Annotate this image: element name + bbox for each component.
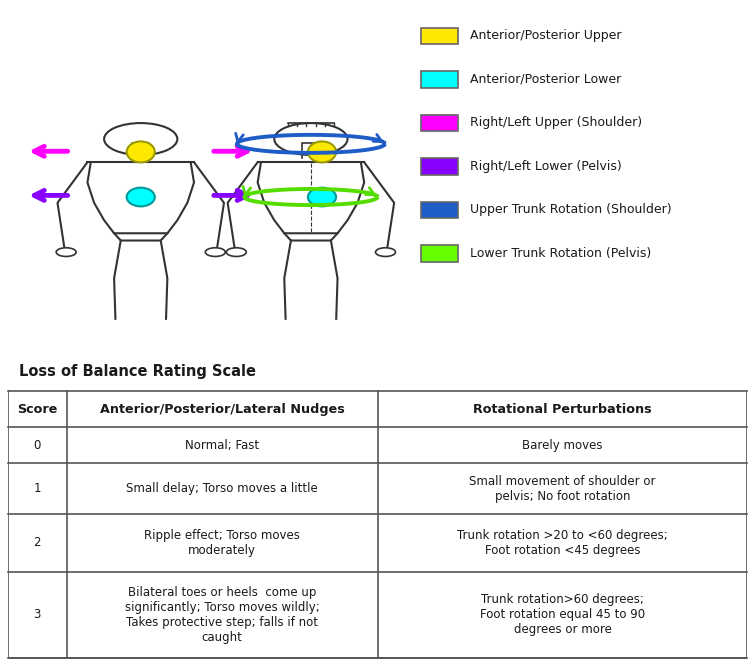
Text: Normal; Fast: Normal; Fast	[185, 439, 259, 452]
FancyBboxPatch shape	[421, 158, 458, 175]
Text: 1: 1	[33, 482, 41, 495]
Ellipse shape	[308, 142, 336, 162]
Ellipse shape	[127, 188, 155, 206]
Text: Barely moves: Barely moves	[522, 439, 602, 452]
Text: Bilateral toes or heels  come up
significantly; Torso moves wildly;
Takes protec: Bilateral toes or heels come up signific…	[125, 586, 319, 644]
FancyBboxPatch shape	[421, 114, 458, 132]
FancyBboxPatch shape	[421, 245, 458, 262]
FancyBboxPatch shape	[421, 71, 458, 88]
Text: 3: 3	[33, 609, 41, 621]
FancyBboxPatch shape	[421, 27, 458, 44]
Text: Trunk rotation>60 degrees;
Foot rotation equal 45 to 90
degrees or more: Trunk rotation>60 degrees; Foot rotation…	[480, 593, 645, 637]
Text: Anterior/Posterior/Lateral Nudges: Anterior/Posterior/Lateral Nudges	[100, 403, 344, 415]
Text: Upper Trunk Rotation (Shoulder): Upper Trunk Rotation (Shoulder)	[470, 204, 672, 216]
Text: Ripple effect; Torso moves
moderately: Ripple effect; Torso moves moderately	[144, 529, 300, 557]
Text: Small movement of shoulder or
pelvis; No foot rotation: Small movement of shoulder or pelvis; No…	[469, 475, 656, 503]
Text: Anterior/Posterior Upper: Anterior/Posterior Upper	[470, 29, 621, 42]
Text: Rotational Perturbations: Rotational Perturbations	[473, 403, 652, 415]
Text: Right/Left Lower (Pelvis): Right/Left Lower (Pelvis)	[470, 160, 621, 173]
Text: 0: 0	[33, 439, 41, 452]
Text: Right/Left Upper (Shoulder): Right/Left Upper (Shoulder)	[470, 116, 642, 130]
Text: Lower Trunk Rotation (Pelvis): Lower Trunk Rotation (Pelvis)	[470, 247, 652, 260]
Ellipse shape	[127, 142, 155, 162]
Text: Small delay; Torso moves a little: Small delay; Torso moves a little	[126, 482, 318, 495]
Ellipse shape	[308, 188, 336, 206]
Text: Trunk rotation >20 to <60 degrees;
Foot rotation <45 degrees: Trunk rotation >20 to <60 degrees; Foot …	[457, 529, 668, 557]
Text: Score: Score	[17, 403, 57, 415]
Text: 2: 2	[33, 536, 41, 549]
Text: Anterior/Posterior Lower: Anterior/Posterior Lower	[470, 73, 621, 86]
FancyBboxPatch shape	[421, 202, 458, 218]
Text: Loss of Balance Rating Scale: Loss of Balance Rating Scale	[19, 363, 256, 379]
